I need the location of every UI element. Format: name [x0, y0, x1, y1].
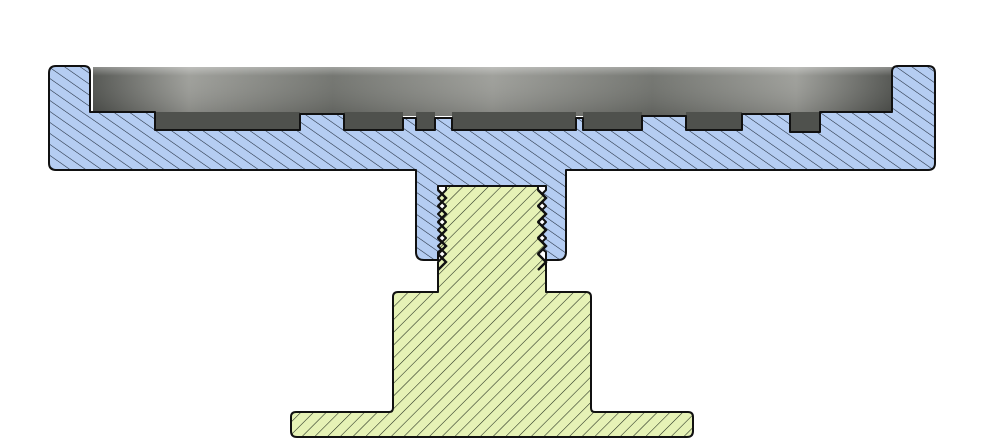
thread-flank	[537, 189, 548, 207]
thread-flank	[537, 221, 548, 239]
recess-highlight	[93, 67, 892, 116]
thread-flank	[537, 237, 548, 255]
threaded-knob-section[interactable]	[290, 185, 694, 438]
recess-pocket	[344, 112, 403, 132]
thread-accent-lines	[437, 189, 548, 271]
thread-flank	[437, 253, 448, 271]
recess-pocket	[155, 112, 300, 132]
upper-plate-section[interactable]	[48, 65, 936, 261]
top-recess	[93, 67, 892, 132]
thread-flank	[437, 189, 448, 207]
recess-pocket	[686, 112, 742, 132]
recess-pocket	[452, 112, 576, 132]
thread-flank	[437, 237, 448, 255]
thread-flank	[537, 253, 548, 271]
thread-flank	[437, 205, 448, 223]
recess-pockets	[155, 112, 820, 132]
thread-flank	[437, 221, 448, 239]
recess-pocket	[583, 112, 642, 132]
recess-pocket	[790, 112, 820, 132]
recess-pocket	[416, 112, 435, 132]
thread-flank	[537, 205, 548, 223]
